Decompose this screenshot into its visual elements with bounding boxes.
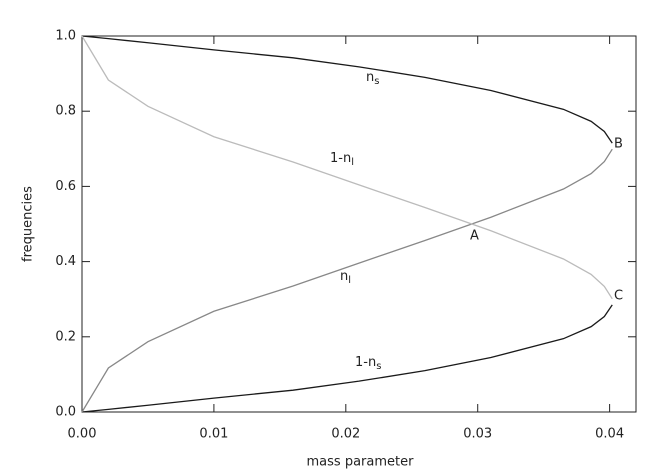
curve: [81, 35, 613, 144]
curve-label: nl: [340, 269, 351, 287]
point-label: A: [470, 229, 479, 244]
x-tick-label: 0.01: [199, 427, 228, 442]
point-label: C: [614, 289, 623, 304]
y-tick-label: 0.6: [55, 179, 76, 194]
x-tick-label: 0.04: [595, 427, 624, 442]
curve-label: 1-nl: [330, 151, 354, 169]
y-tick-label: 0.0: [55, 405, 76, 420]
y-tick-label: 0.2: [55, 329, 76, 344]
y-axis-label: frequencies: [21, 186, 36, 262]
curve: [81, 35, 613, 300]
y-tick-label: 1.0: [55, 29, 76, 44]
plot-frame: [81, 35, 637, 413]
curve-label: ns: [366, 70, 379, 88]
x-tick-label: 0.03: [463, 427, 492, 442]
x-tick-label: 0.02: [331, 427, 360, 442]
x-tick-label: 0.00: [68, 427, 97, 442]
curve: [81, 148, 613, 413]
x-axis-label: mass parameter: [307, 455, 415, 470]
curve-label: 1-ns: [355, 355, 381, 373]
y-tick-label: 0.8: [55, 104, 76, 119]
point-label: B: [614, 137, 623, 152]
y-tick-label: 0.4: [55, 254, 76, 269]
curve: [81, 304, 613, 413]
